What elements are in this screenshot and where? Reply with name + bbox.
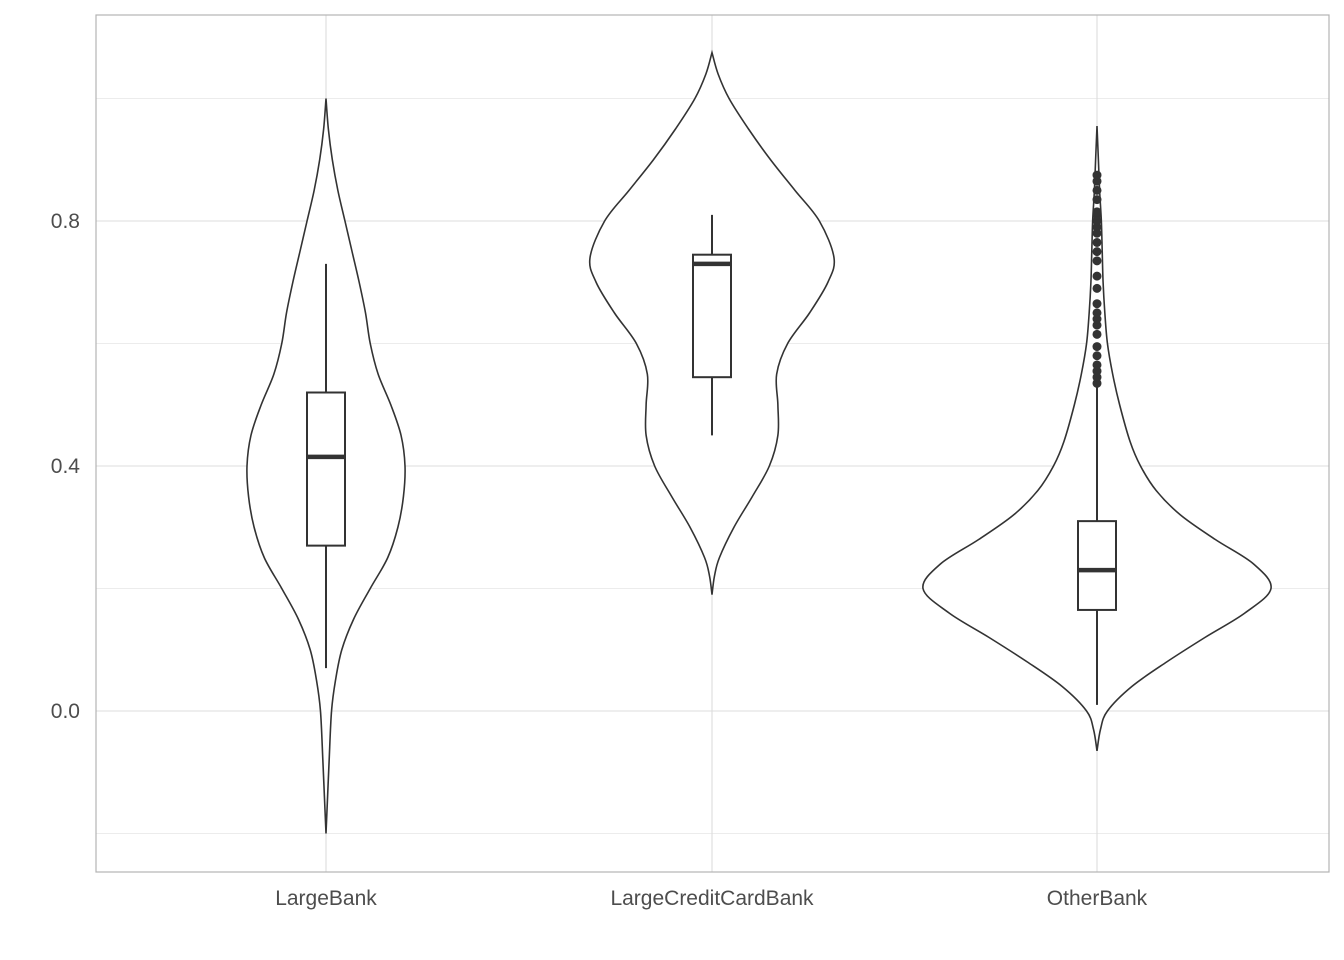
outlier-point: [1092, 360, 1102, 370]
y-axis-tick-labels: 0.0 0.4 0.8: [51, 210, 81, 723]
outlier-point: [1092, 247, 1102, 257]
x-tick-label: LargeBank: [275, 887, 377, 910]
x-tick-label: OtherBank: [1047, 887, 1148, 910]
violins: [246, 49, 1272, 834]
panel-border: [95, 14, 1330, 873]
outlier-point: [1092, 308, 1102, 318]
outlier-point: [1092, 237, 1102, 247]
outlier-point: [1092, 271, 1102, 281]
box-iqr: [306, 391, 346, 547]
outlier-point: [1092, 283, 1102, 293]
y-tick-label: 0.4: [51, 455, 81, 478]
outlier-point: [1092, 195, 1102, 205]
outlier-point: [1092, 256, 1102, 266]
x-axis-tick-labels: LargeBank LargeCreditCardBank OtherBank: [275, 887, 1147, 910]
x-tick-label: LargeCreditCardBank: [610, 887, 814, 910]
outlier-point: [1092, 185, 1102, 195]
box-iqr: [1077, 520, 1117, 611]
boxplots: [306, 214, 1117, 705]
outlier-point: [1092, 342, 1102, 352]
outlier-point: [1092, 329, 1102, 339]
y-tick-label: 0.8: [51, 210, 80, 233]
outlier-point: [1092, 207, 1102, 217]
outlier-point: [1092, 170, 1102, 180]
outlier-points: [1092, 170, 1102, 388]
outlier-point: [1092, 299, 1102, 309]
box-iqr: [692, 253, 732, 379]
outlier-point: [1092, 351, 1102, 361]
y-tick-label: 0.0: [51, 700, 80, 723]
